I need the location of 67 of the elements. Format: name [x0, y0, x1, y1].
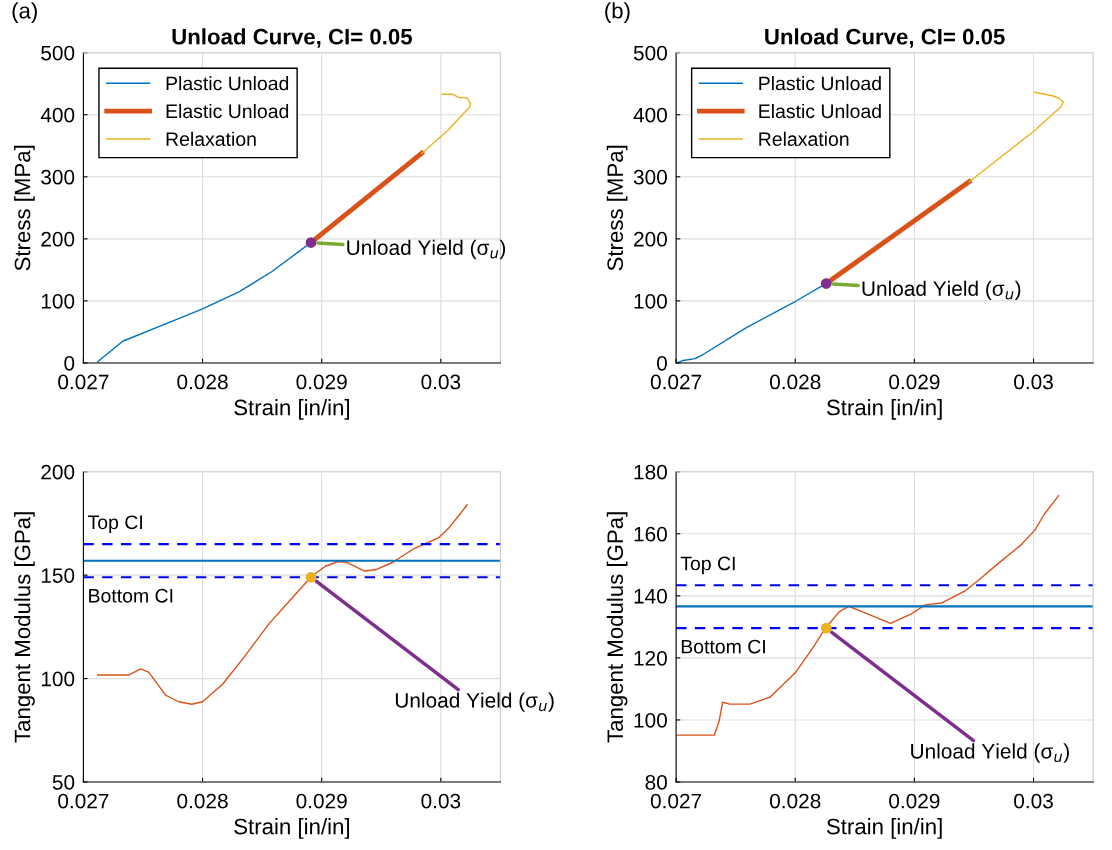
- line-series: [676, 494, 1060, 736]
- y-tick-label: 300: [633, 169, 667, 185]
- y-axis-title: Tangent Modulus [GPa]: [606, 512, 628, 743]
- legend-label: Elastic Unload: [166, 103, 289, 119]
- y-tick-label: 0: [656, 355, 667, 371]
- x-tick-label: 0.027: [650, 793, 702, 809]
- x-tick-label: 0.028: [177, 793, 228, 809]
- annotation: Unload Yield (σ$_{u}$): [911, 743, 1069, 763]
- annotation: Unload Yield (σ$_{u}$): [347, 239, 506, 260]
- x-axis-title: Strain [in/in]: [826, 818, 942, 839]
- y-tick-label: 0: [64, 355, 75, 371]
- x-tick-label: 0.029: [296, 374, 347, 390]
- line-series: [968, 91, 1065, 183]
- x-tick-label: 0.028: [769, 374, 821, 390]
- x-axis-title: Strain [in/in]: [826, 399, 942, 420]
- y-tick-label: 150: [41, 568, 75, 583]
- ref-line-label: Bottom CI: [89, 588, 173, 603]
- x-tick-label: 0.029: [889, 374, 940, 390]
- y-tick-label: 200: [634, 231, 667, 247]
- y-tick-label: 100: [634, 293, 667, 309]
- chart-title: Unload Curve, CI= 0.05: [172, 28, 413, 48]
- x-tick-label: 0.03: [1014, 793, 1053, 809]
- y-tick-label: 500: [41, 45, 75, 61]
- y-tick-label: 500: [633, 45, 667, 61]
- y-axis-title: Stress [MPa]: [14, 145, 35, 271]
- y-tick-label: 200: [41, 464, 75, 480]
- y-tick-label: 200: [41, 231, 75, 247]
- x-tick-label: 0.027: [650, 374, 702, 390]
- y-tick-label: 100: [41, 293, 75, 309]
- x-tick-label: 0.027: [58, 793, 109, 809]
- x-tick-label: 0.028: [177, 374, 228, 390]
- y-tick-label: 180: [634, 464, 667, 480]
- y-tick-label: 100: [41, 671, 75, 687]
- x-tick-label: 0.03: [1014, 374, 1053, 390]
- x-axis-title: Strain [in/in]: [234, 399, 349, 420]
- ref-line-label: Top CI: [88, 515, 142, 534]
- ref-line-label: Top CI: [680, 556, 735, 575]
- y-tick-label: 140: [634, 588, 667, 604]
- legend-label: Elastic Unload: [759, 103, 881, 119]
- y-tick-label: 50: [52, 775, 75, 790]
- y-tick-label: 400: [40, 107, 75, 123]
- text: (a): [12, 2, 37, 23]
- legend-label: Plastic Unload: [759, 76, 881, 91]
- legend-label: Plastic Unload: [166, 76, 289, 91]
- y-axis-title: Stress [MPa]: [606, 145, 628, 271]
- x-tick-label: 0.03: [421, 374, 461, 390]
- annotation: Unload Yield (σ$_{u}$): [395, 692, 554, 712]
- legend-label: Relaxation: [759, 131, 849, 147]
- x-tick-label: 0.028: [769, 793, 821, 809]
- x-tick-label: 0.027: [58, 374, 109, 390]
- ref-line-label: Bottom CI: [681, 639, 765, 654]
- legend-label: Relaxation: [166, 131, 256, 147]
- y-tick-label: 400: [633, 107, 667, 123]
- x-tick-label: 0.03: [421, 793, 461, 809]
- y-tick-label: 300: [41, 169, 75, 185]
- y-tick-label: 160: [634, 526, 667, 542]
- x-tick-label: 0.029: [889, 793, 940, 809]
- y-tick-label: 80: [645, 775, 667, 790]
- x-tick-label: 0.029: [296, 793, 347, 809]
- line-series: [421, 93, 472, 154]
- chart-title: Unload Curve, CI= 0.05: [765, 28, 1005, 48]
- x-axis-title: Strain [in/in]: [234, 818, 349, 839]
- annotation: Unload Yield (σ$_{u}$): [862, 280, 1021, 301]
- y-tick-label: 100: [634, 712, 667, 728]
- y-axis-title: Tangent Modulus [GPa]: [14, 512, 35, 743]
- text: (b): [605, 2, 630, 23]
- y-tick-label: 120: [634, 650, 667, 666]
